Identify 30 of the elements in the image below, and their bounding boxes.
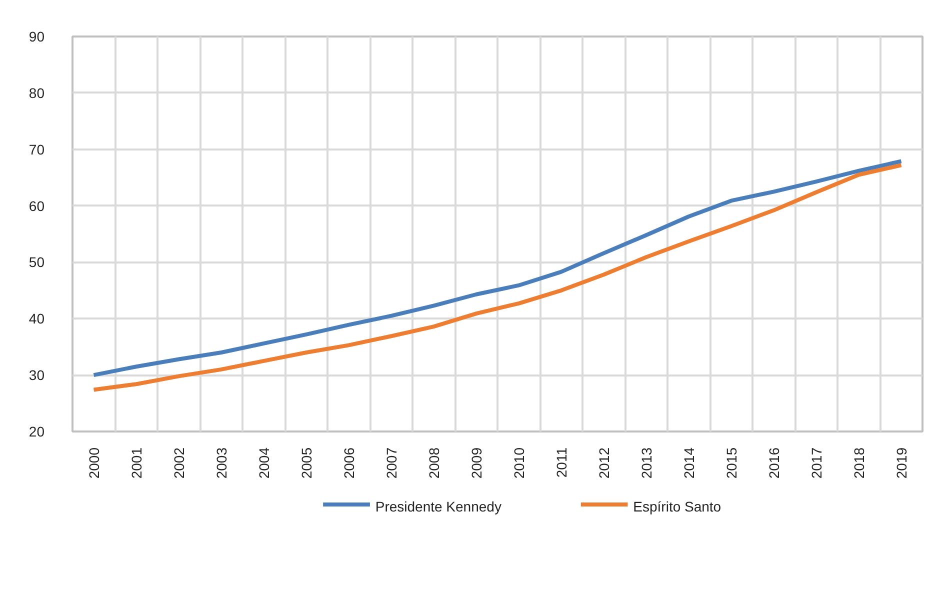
x-tick-label: 2001 xyxy=(128,447,144,479)
x-tick-label: 2015 xyxy=(723,447,740,479)
x-tick-label: 2002 xyxy=(170,447,187,479)
x-tick-label: 2007 xyxy=(383,447,400,479)
x-tick-label: 2000 xyxy=(86,447,102,479)
legend-label: Presidente Kennedy xyxy=(375,498,502,514)
x-tick-label: 2016 xyxy=(766,447,782,479)
x-tick-label: 2018 xyxy=(850,447,867,479)
x-tick-label: 2010 xyxy=(510,447,527,479)
x-tick-label: 2012 xyxy=(596,447,612,479)
x-tick-label: 2009 xyxy=(468,447,484,479)
x-tick-label: 2003 xyxy=(213,447,230,479)
x-tick-label: 2006 xyxy=(340,447,357,479)
x-tick-label: 2017 xyxy=(808,447,824,479)
x-tick-label: 2008 xyxy=(426,447,442,479)
y-tick-label: 50 xyxy=(28,254,45,270)
x-tick-label: 2019 xyxy=(893,447,910,479)
y-tick-label: 80 xyxy=(28,84,45,101)
legend-label: Espírito Santo xyxy=(633,498,722,514)
x-tick-label: 2014 xyxy=(680,447,697,479)
y-tick-label: 20 xyxy=(28,424,45,440)
y-tick-label: 40 xyxy=(28,310,45,327)
y-tick-label: 30 xyxy=(28,367,45,384)
x-tick-label: 2011 xyxy=(553,447,570,478)
x-tick-label: 2005 xyxy=(298,447,314,479)
y-tick-label: 60 xyxy=(28,198,45,214)
x-tick-label: 2013 xyxy=(638,447,654,479)
y-tick-label: 70 xyxy=(28,141,45,158)
x-tick-label: 2004 xyxy=(256,447,272,479)
y-tick-label: 90 xyxy=(28,28,45,44)
